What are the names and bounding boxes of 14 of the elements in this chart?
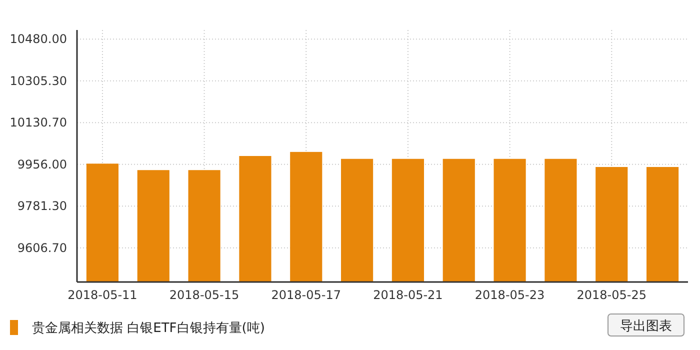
x-tick-label: 2018-05-17: [271, 288, 341, 302]
y-tick-label: 10305.30: [10, 74, 67, 88]
x-tick-label: 2018-05-21: [373, 288, 443, 302]
legend-label: 贵金属相关数据 白银ETF白银持有量(吨): [32, 321, 265, 336]
y-tick-label: 10130.70: [10, 116, 67, 130]
text: 导出图表: [620, 319, 672, 334]
y-tick-label: 10480.00: [10, 32, 67, 46]
y-tick-label: 9606.70: [17, 240, 67, 255]
y-tick-label: 9781.30: [17, 199, 67, 214]
x-tick-label: 2018-05-23: [474, 288, 545, 302]
x-tick-label: 2018-05-11: [68, 288, 138, 302]
y-tick-label: 9956.00: [17, 157, 67, 172]
x-tick-label: 2018-05-25: [576, 288, 646, 302]
x-tick-label: 2018-05-15: [169, 288, 240, 302]
